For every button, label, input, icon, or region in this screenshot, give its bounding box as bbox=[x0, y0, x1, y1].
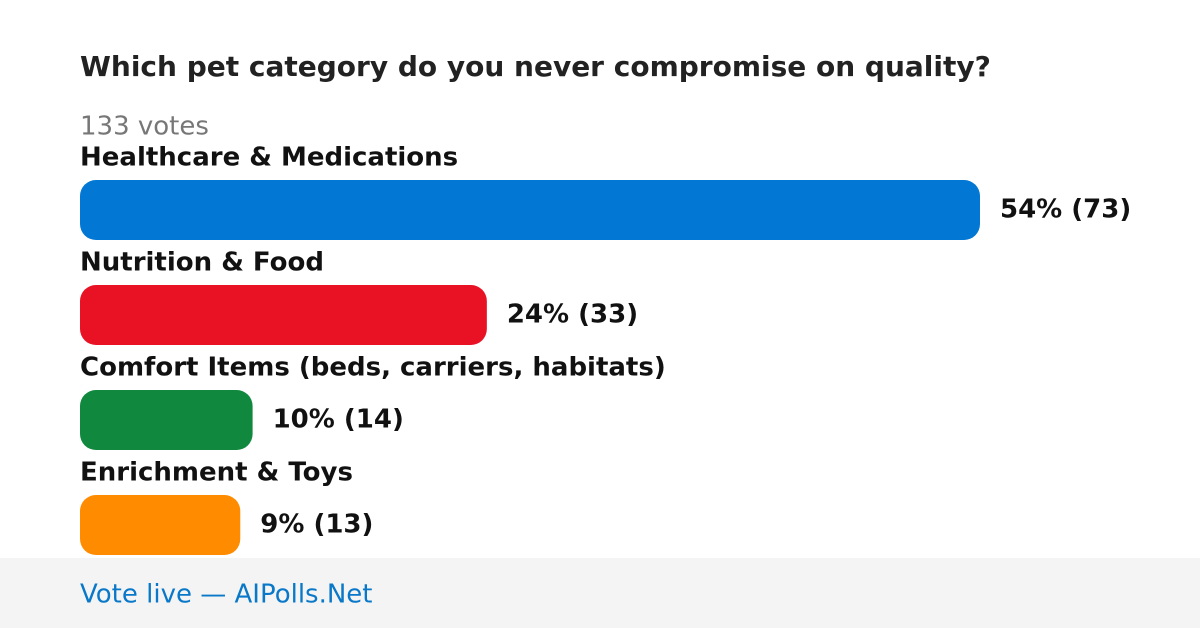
bar bbox=[80, 390, 253, 450]
category-label: Comfort Items (beds, carriers, habitats) bbox=[80, 353, 666, 383]
bar bbox=[80, 495, 241, 555]
category-label: Enrichment & Toys bbox=[80, 458, 353, 488]
value-label: 10% (14) bbox=[273, 405, 404, 435]
category-label: Healthcare & Medications bbox=[80, 143, 458, 173]
bar bbox=[80, 180, 980, 240]
value-label: 54% (73) bbox=[1000, 195, 1131, 225]
category-label: Nutrition & Food bbox=[80, 248, 324, 278]
vote-count: 133 votes bbox=[80, 112, 209, 142]
chart-title: Which pet category do you never compromi… bbox=[80, 50, 991, 83]
value-label: 9% (13) bbox=[260, 510, 373, 540]
bar bbox=[80, 285, 487, 345]
footer-bar bbox=[0, 558, 1200, 628]
value-label: 24% (33) bbox=[507, 300, 638, 330]
footer-link[interactable]: Vote live — AIPolls.Net bbox=[80, 580, 373, 610]
